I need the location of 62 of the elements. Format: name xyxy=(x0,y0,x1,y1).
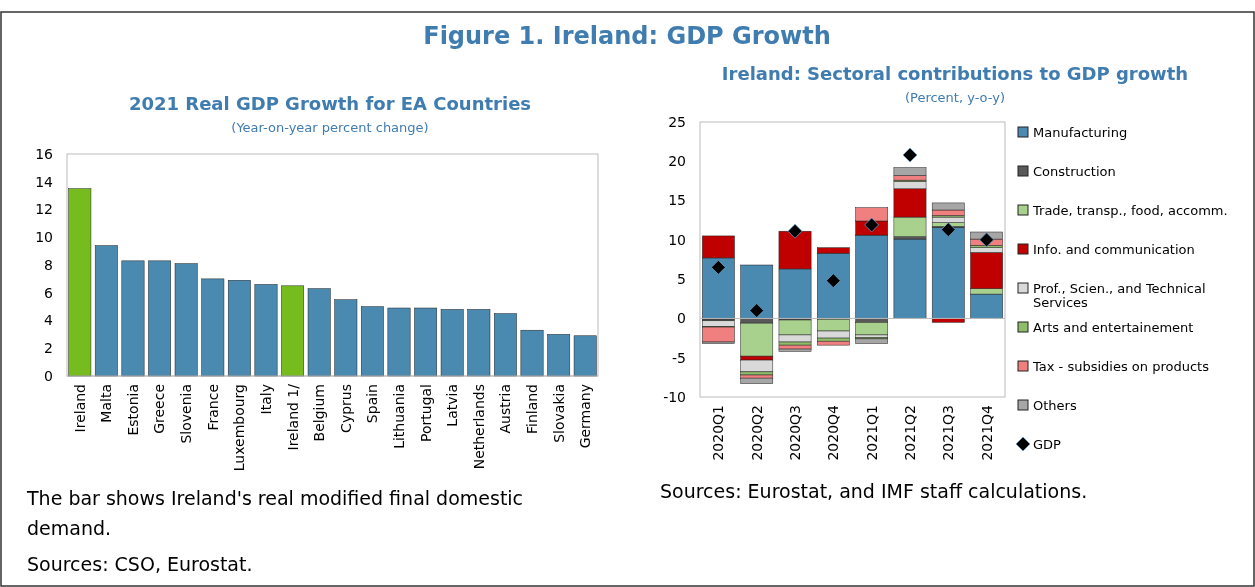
x-tick-label: Finland xyxy=(523,384,540,435)
legend-label: Construction xyxy=(1033,163,1116,179)
y-tick-label: 6 xyxy=(44,284,54,301)
y-tick-label: 14 xyxy=(35,173,54,190)
x-tick-label: 2020Q2 xyxy=(748,405,765,461)
text: The bar shows Ireland's real modified final domestic demand. xyxy=(26,487,524,539)
x-tick-label: 2021Q1 xyxy=(863,405,880,461)
x-tick-label: Slovenia xyxy=(178,384,195,444)
x-tick-label: Germany xyxy=(577,384,594,449)
legend-label: Arts and entertainement xyxy=(1033,319,1194,335)
x-tick-label: Portugal xyxy=(417,384,434,442)
legend-label: Prof., Scien., and Technical Services xyxy=(1033,280,1206,310)
y-tick-label: -5 xyxy=(672,349,686,366)
x-tick-label: France xyxy=(204,384,221,431)
x-tick-label: Slovakia xyxy=(550,384,567,443)
text: Figure 1. Ireland: GDP Growth xyxy=(423,22,831,50)
source-note: Sources: CSO, Eurostat. xyxy=(27,553,253,575)
y-tick-label: 16 xyxy=(35,145,54,162)
y-tick-label: 0 xyxy=(677,310,686,327)
y-tick-label: -10 xyxy=(663,388,686,405)
x-tick-label: Spain xyxy=(364,384,381,424)
x-tick-label: Luxembourg xyxy=(231,384,248,472)
legend-label: Others xyxy=(1033,397,1077,413)
x-tick-label: Latvia xyxy=(444,384,461,427)
chart-subtitle: (Percent, y-o-y) xyxy=(904,90,1006,105)
y-tick-label: 2 xyxy=(44,340,53,357)
x-tick-label: Italy xyxy=(257,384,274,415)
chart-title: 2021 Real GDP Growth for EA Countries xyxy=(128,93,532,114)
x-tick-label: 2021Q3 xyxy=(940,405,957,461)
x-tick-label: Cyprus xyxy=(337,384,354,433)
y-tick-label: 10 xyxy=(35,229,53,246)
x-tick-label: 2021Q4 xyxy=(978,404,995,461)
x-tick-label: 2021Q2 xyxy=(901,405,918,461)
y-tick-label: 15 xyxy=(668,192,686,209)
y-tick-label: 4 xyxy=(44,312,54,329)
legend-label: Trade, transp., food, accomm. xyxy=(1032,202,1228,218)
y-tick-label: 0 xyxy=(44,367,53,384)
legend-label: Manufacturing xyxy=(1033,124,1128,140)
x-tick-label: Ireland xyxy=(71,384,88,433)
legend-label: Info. and communication xyxy=(1033,241,1195,257)
y-tick-label: 10 xyxy=(668,231,686,248)
x-tick-label: Estonia xyxy=(124,384,141,436)
chart-subtitle: (Year-on-year percent change) xyxy=(231,120,429,135)
y-tick-label: 5 xyxy=(677,271,686,288)
x-tick-label: Greece xyxy=(151,384,168,434)
y-tick-label: 12 xyxy=(35,201,53,218)
legend-label: GDP xyxy=(1033,436,1062,452)
x-tick-label: Belgium xyxy=(311,384,328,442)
x-tick-label: Malta xyxy=(98,384,115,423)
x-tick-label: Netherlands xyxy=(470,384,487,470)
x-tick-label: 2020Q1 xyxy=(710,405,727,461)
legend-label: Tax - subsidies on products xyxy=(1032,358,1210,374)
x-tick-label: Lithuania xyxy=(390,384,407,449)
x-tick-label: 2020Q4 xyxy=(825,404,842,461)
y-tick-label: 20 xyxy=(668,153,686,170)
chart-title: Ireland: Sectoral contributions to GDP growth xyxy=(721,63,1189,84)
x-tick-label: 2020Q3 xyxy=(786,405,803,461)
source-note: Sources: Eurostat, and IMF staff calculations. xyxy=(660,480,1088,502)
y-tick-label: 8 xyxy=(44,256,53,273)
x-tick-label: Austria xyxy=(497,384,514,434)
y-tick-label: 25 xyxy=(668,113,686,130)
x-tick-label: Ireland 1/ xyxy=(284,383,301,451)
